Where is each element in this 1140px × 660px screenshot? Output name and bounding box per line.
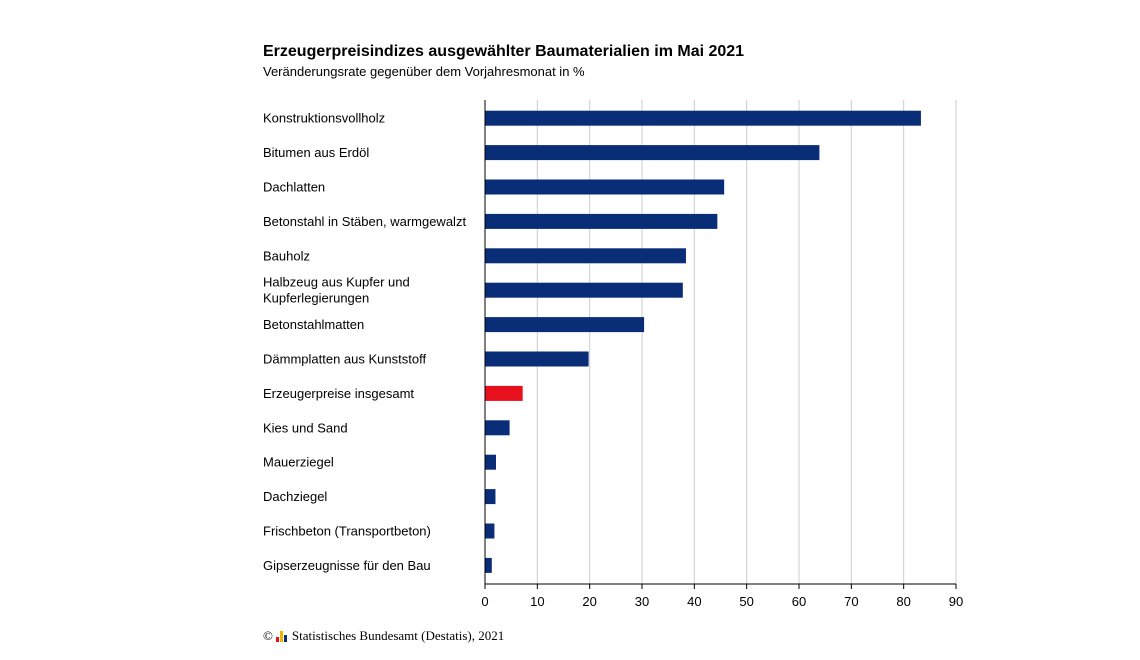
x-tick-label: 90 xyxy=(949,594,963,609)
x-tick-label: 60 xyxy=(792,594,806,609)
source-footer: © Statistisches Bundesamt (Destatis), 20… xyxy=(263,628,504,644)
bar xyxy=(485,110,921,126)
x-tick-label: 20 xyxy=(582,594,596,609)
x-tick-label: 50 xyxy=(739,594,753,609)
bar xyxy=(485,213,718,229)
category-label: Gipserzeugnisse für den Bau xyxy=(263,558,431,573)
x-tick-label: 70 xyxy=(844,594,858,609)
category-label: Dachziegel xyxy=(263,489,327,504)
destatis-logo-icon xyxy=(275,630,289,642)
category-label: Dachlatten xyxy=(263,180,325,195)
category-label: Konstruktionsvollholz xyxy=(263,111,385,126)
source-text: Statistisches Bundesamt (Destatis), 2021 xyxy=(291,628,505,643)
category-label: Bauholz xyxy=(263,248,310,263)
bar xyxy=(485,282,683,298)
bar xyxy=(485,145,820,161)
category-label: Betonstahlmatten xyxy=(263,317,364,332)
chart-title: Erzeugerpreisindizes ausgewählter Baumat… xyxy=(263,43,745,60)
category-label: Betonstahl in Stäben, warmgewalzt xyxy=(263,214,466,229)
bar xyxy=(485,351,589,367)
category-label: Kies und Sand xyxy=(263,420,348,435)
x-tick-label: 30 xyxy=(635,594,649,609)
x-tick-label: 80 xyxy=(896,594,910,609)
category-label: Dämmplatten aus Kunststoff xyxy=(263,352,426,367)
category-label: Halbzeug aus Kupfer und Kupferlegierungen xyxy=(263,275,410,306)
bar xyxy=(485,454,496,470)
category-label: Bitumen aus Erdöl xyxy=(263,145,369,160)
bar xyxy=(485,179,725,195)
bar xyxy=(485,420,510,436)
x-tick-label: 10 xyxy=(530,594,544,609)
category-label: Frischbeton (Transportbeton) xyxy=(263,524,431,539)
bar xyxy=(485,317,645,333)
category-label: Mauerziegel xyxy=(263,455,334,470)
copyright-symbol: © xyxy=(263,628,273,643)
chart-subtitle: Veränderungsrate gegenüber dem Vorjahres… xyxy=(263,64,585,79)
bar xyxy=(485,557,492,573)
bar xyxy=(485,523,495,539)
bar xyxy=(485,248,686,264)
bar xyxy=(485,385,523,401)
bar xyxy=(485,489,496,505)
x-tick-label: 0 xyxy=(481,594,488,609)
category-label: Erzeugerpreise insgesamt xyxy=(263,386,414,401)
x-tick-label: 40 xyxy=(687,594,701,609)
